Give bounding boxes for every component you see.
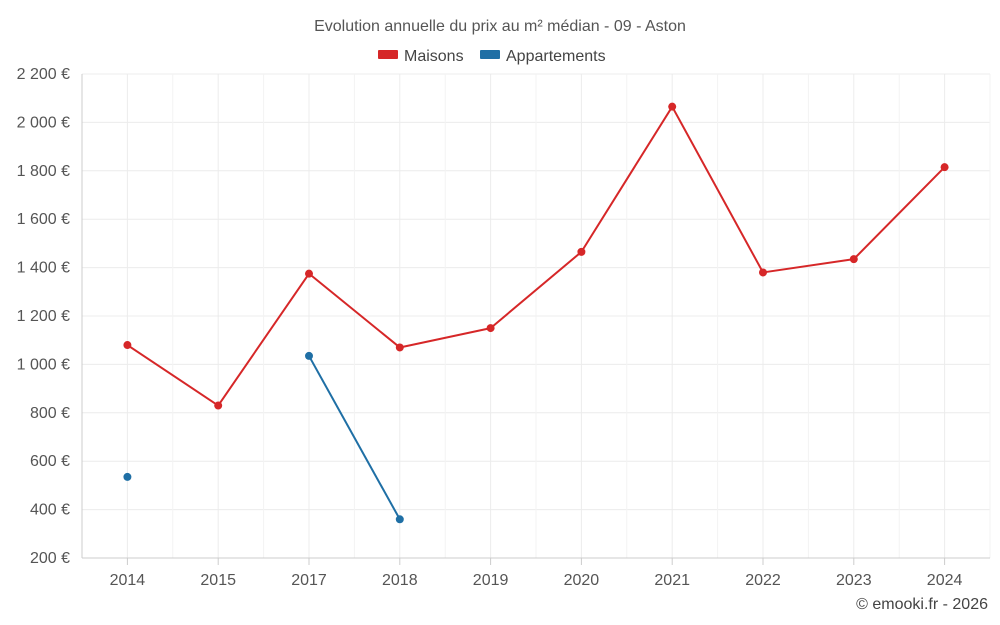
y-tick-label: 1 000 € [17, 356, 70, 373]
series-line-appartements [308, 355, 401, 520]
data-point-appartements [123, 472, 132, 481]
data-point-maisons [577, 247, 586, 256]
data-point-appartements [395, 515, 404, 524]
data-point-maisons [849, 255, 858, 264]
legend: Maisons Appartements [378, 48, 606, 65]
x-tick-label: 2021 [654, 572, 690, 589]
legend-item-maisons[interactable]: Maisons [378, 48, 464, 65]
data-point-maisons [305, 269, 313, 278]
y-tick-label: 1 600 € [17, 211, 70, 228]
legend-swatch-appartements [480, 50, 500, 59]
y-tick-label: 400 € [30, 502, 70, 519]
y-tick-label: 1 800 € [17, 163, 70, 180]
series-layer [123, 102, 949, 524]
data-point-maisons [940, 163, 949, 172]
y-tick-label: 1 400 € [17, 260, 70, 277]
data-point-maisons [123, 341, 132, 350]
legend-swatch-maisons [378, 50, 398, 59]
legend-label-appartements: Appartements [506, 48, 606, 65]
x-tick-label: 2018 [382, 572, 418, 589]
x-tick-label: 2015 [200, 572, 236, 589]
axis-layer: 2 200 € 2 000 € 1 800 € 1 600 € 1 400 € 1 200… [17, 66, 990, 589]
data-point-maisons [395, 343, 404, 352]
x-tick-label: 2022 [745, 572, 781, 589]
data-point-maisons [486, 324, 495, 333]
y-tick-label: 2 200 € [17, 66, 70, 83]
data-point-maisons [668, 102, 677, 111]
x-tick-label: 2024 [927, 572, 963, 589]
y-tick-label: 1 200 € [17, 308, 70, 325]
x-tick-label: 2023 [836, 572, 872, 589]
x-tick-label: 2020 [564, 572, 600, 589]
chart-credit: © emooki.fr - 2026 [856, 596, 988, 613]
x-tick-label: 2019 [473, 572, 509, 589]
x-tick-label: 2014 [110, 572, 146, 589]
y-tick-label: 600 € [30, 453, 70, 470]
data-point-appartements [305, 351, 313, 360]
data-point-maisons [759, 268, 767, 277]
x-tick-label: 2017 [291, 572, 327, 589]
legend-item-appartements[interactable]: Appartements [480, 48, 606, 65]
y-tick-label: 2 000 € [17, 114, 70, 131]
series-line-maisons [126, 105, 946, 407]
y-tick-label: 800 € [30, 405, 70, 422]
y-tick-label: 200 € [30, 550, 70, 567]
data-point-maisons [214, 401, 223, 410]
grid-layer [81, 73, 991, 558]
chart-title: Evolution annuelle du prix au m² médian … [314, 18, 686, 35]
legend-label-maisons: Maisons [404, 48, 464, 65]
